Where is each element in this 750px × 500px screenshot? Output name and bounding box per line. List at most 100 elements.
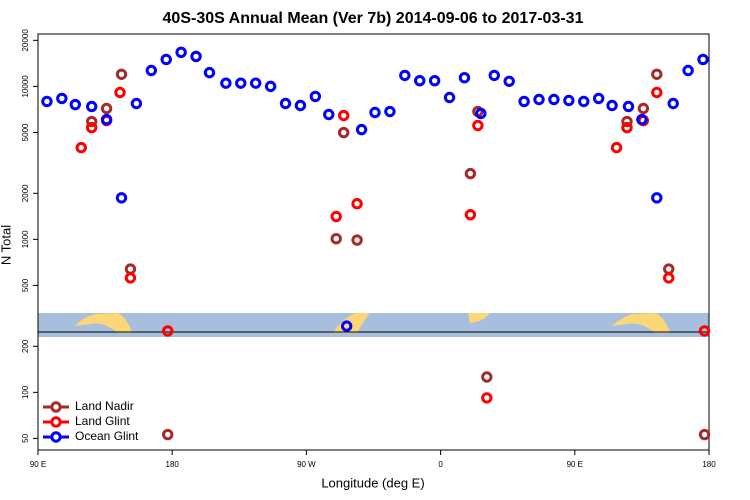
- data-point: [162, 428, 174, 441]
- data-point: [114, 86, 126, 99]
- data-point: [264, 80, 277, 93]
- data-point: [682, 64, 694, 77]
- data-point: [698, 325, 711, 337]
- data-point: [340, 320, 353, 332]
- y-tick-label: 100: [21, 385, 30, 399]
- data-point: [69, 98, 81, 111]
- data-point: [124, 272, 137, 284]
- data-point: [175, 46, 187, 59]
- data-point: [115, 192, 128, 204]
- data-point: [414, 74, 426, 87]
- data-point: [220, 77, 232, 89]
- legend-marker: [50, 431, 62, 443]
- y-tick-label: 1000: [21, 230, 30, 248]
- data-point: [190, 50, 202, 63]
- data-point: [56, 92, 68, 105]
- data-point: [330, 210, 342, 223]
- data-point: [203, 66, 216, 79]
- y-axis-label: N Total: [0, 225, 13, 265]
- data-point: [481, 371, 493, 383]
- data-point: [75, 141, 87, 154]
- data-point: [698, 428, 711, 441]
- data-point: [563, 94, 575, 107]
- data-point: [351, 234, 363, 246]
- y-tick-label: 5000: [21, 123, 30, 141]
- data-point: [323, 108, 335, 121]
- data-point: [41, 95, 53, 108]
- data-point: [464, 167, 477, 180]
- y-tick-label: 20000: [21, 29, 30, 52]
- legend-label: Land Glint: [75, 414, 130, 428]
- data-point: [330, 233, 342, 245]
- data-point: [621, 121, 633, 134]
- plot-frame: [37, 33, 710, 451]
- data-point: [475, 107, 487, 120]
- data-point: [651, 86, 663, 99]
- data-point: [250, 77, 262, 89]
- y-tick-label: 10000: [21, 75, 30, 98]
- x-tick-label: 180: [166, 460, 180, 469]
- data-point: [606, 99, 618, 112]
- data-point: [399, 69, 411, 82]
- data-point: [533, 93, 545, 106]
- data-point: [636, 113, 648, 126]
- y-tick-label: 2000: [21, 184, 30, 202]
- data-point: [548, 93, 560, 106]
- x-tick-label: 180: [702, 460, 716, 469]
- data-point: [337, 126, 350, 139]
- data-point: [124, 263, 137, 275]
- data-point: [481, 392, 493, 404]
- data-point: [130, 97, 143, 110]
- data-point: [697, 53, 709, 66]
- data-point: [464, 208, 477, 221]
- data-point: [384, 105, 396, 118]
- data-point: [279, 97, 292, 110]
- legend-marker: [50, 416, 62, 428]
- chart-title: 40S-30S Annual Mean (Ver 7b) 2014-09-06 …: [163, 10, 584, 27]
- data-point: [100, 102, 113, 115]
- data-point: [369, 106, 381, 119]
- data-point: [651, 192, 663, 204]
- map-band: [38, 313, 709, 337]
- data-point: [592, 92, 605, 105]
- data-point: [100, 113, 113, 126]
- x-tick-label: 0: [438, 460, 443, 469]
- data-point: [355, 123, 368, 136]
- data-point: [621, 115, 633, 128]
- data-point: [578, 95, 590, 108]
- legend-label: Ocean Glint: [75, 429, 139, 443]
- data-point: [145, 64, 158, 77]
- data-point: [115, 68, 128, 80]
- data-point: [667, 97, 679, 110]
- data-point: [663, 263, 675, 275]
- x-axis-label: Longitude (deg E): [321, 475, 424, 490]
- x-tick-label: 90 E: [567, 460, 583, 469]
- data-point: [663, 272, 675, 284]
- data-point: [637, 102, 650, 115]
- legend-marker: [50, 401, 62, 413]
- data-point: [622, 100, 635, 113]
- data-point: [472, 119, 484, 132]
- data-point: [294, 99, 307, 112]
- data-point: [503, 75, 515, 87]
- y-tick-label: 500: [21, 278, 30, 292]
- y-tick-label: 200: [21, 339, 30, 353]
- data-point: [351, 198, 363, 210]
- data-point: [518, 95, 530, 108]
- y-tick-label: 50: [21, 433, 30, 442]
- data-point: [610, 141, 623, 154]
- data-point: [309, 90, 322, 103]
- data-point: [85, 100, 98, 113]
- data-point: [428, 74, 441, 87]
- data-point: [651, 68, 663, 80]
- data-point: [443, 91, 456, 104]
- x-tick-label: 90 E: [30, 460, 46, 469]
- x-tick-label: 90 W: [297, 460, 316, 469]
- legend-label: Land Nadir: [75, 399, 134, 413]
- data-point: [458, 71, 471, 84]
- data-point: [488, 69, 500, 82]
- data-point: [85, 121, 98, 134]
- data-point: [85, 115, 98, 128]
- data-point: [235, 77, 247, 89]
